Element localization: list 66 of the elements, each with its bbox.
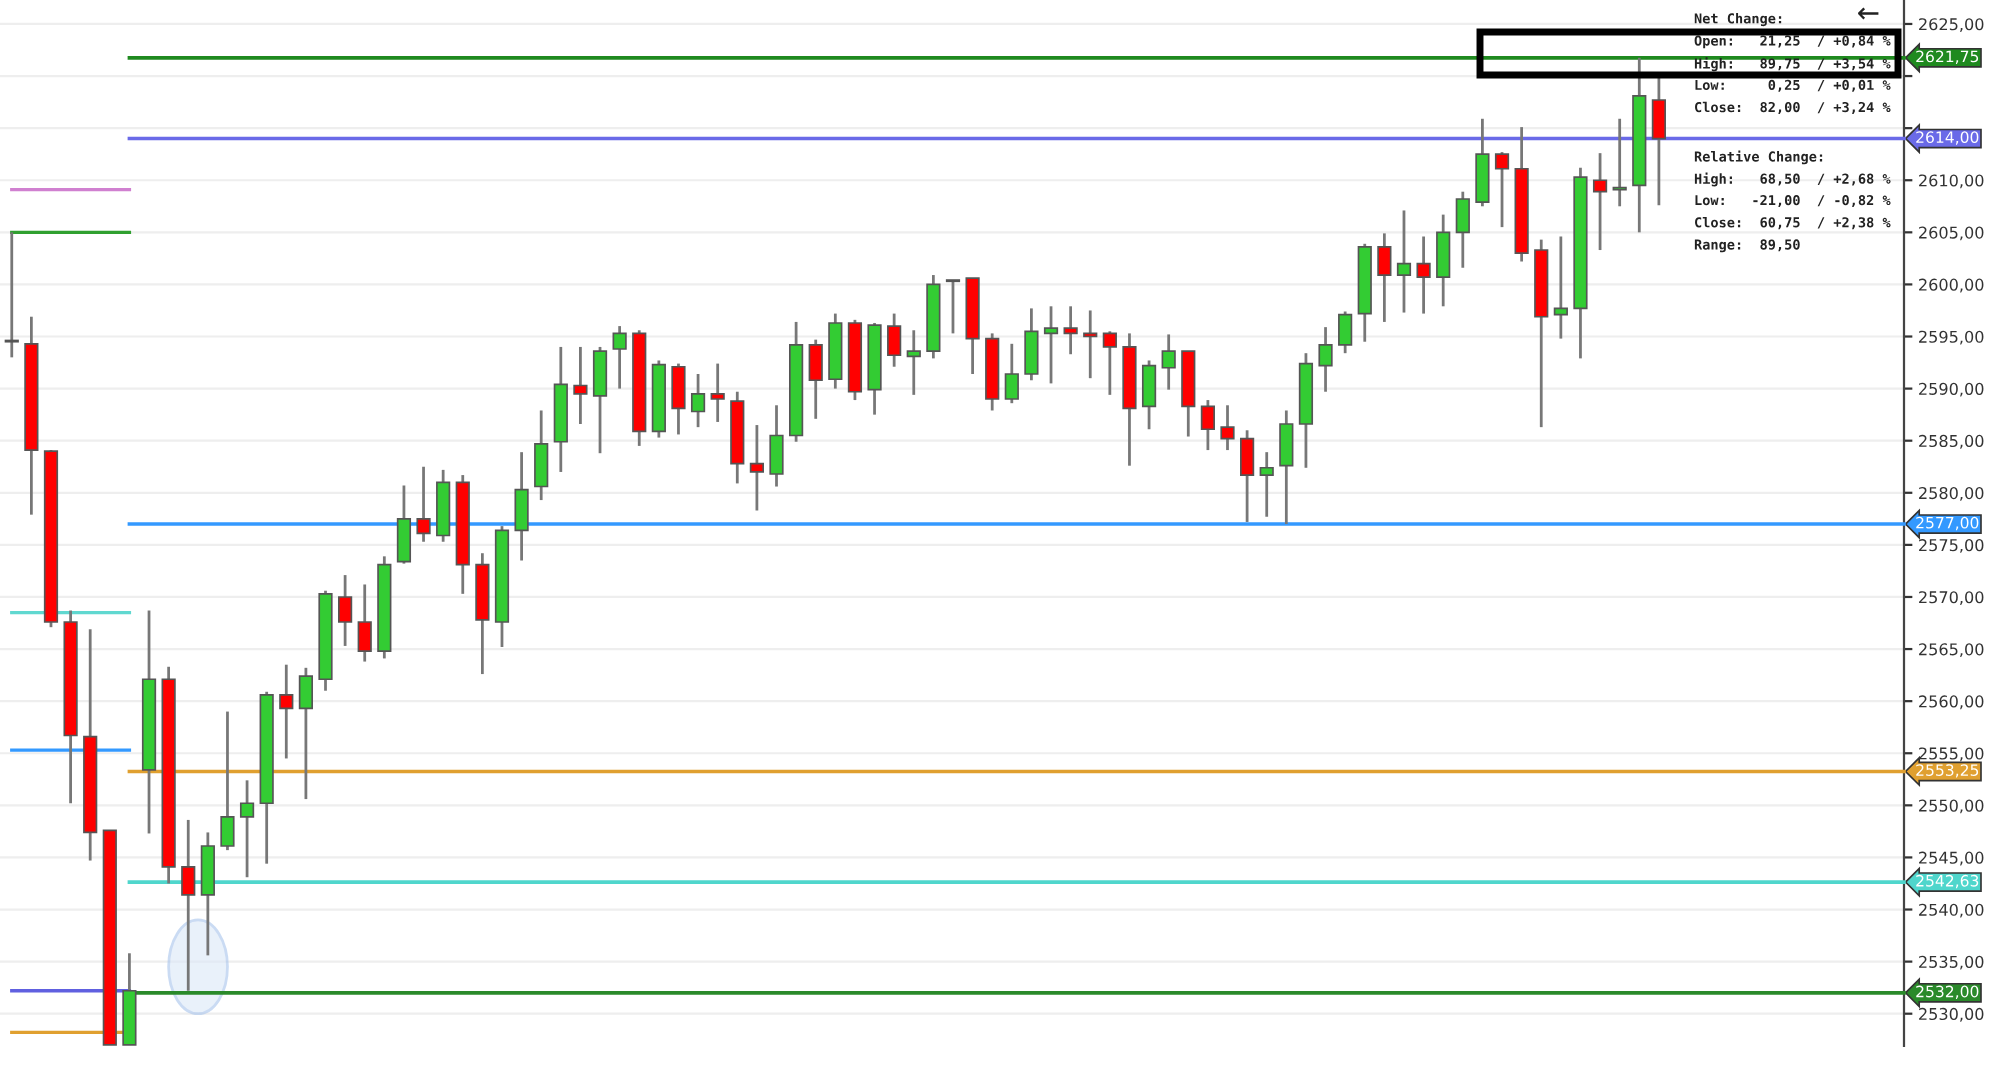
candlestick — [1592, 151, 1608, 252]
candlestick — [396, 484, 412, 566]
y-tick-label: 2545,00 — [1919, 851, 1984, 866]
candlestick — [710, 362, 725, 424]
candlestick — [416, 465, 431, 544]
candlestick — [1024, 306, 1039, 382]
candlestick — [808, 338, 823, 421]
candlestick — [1043, 304, 1059, 385]
candlestick — [279, 663, 294, 760]
y-tick-label: 2570,00 — [1919, 591, 1984, 605]
candlestick — [906, 328, 921, 397]
y-tick-label: 2555,00 — [1919, 747, 1984, 762]
y-tick-label: 2575,00 — [1919, 539, 1984, 553]
y-tick-label: 2535,00 — [1919, 955, 1984, 970]
candlestick — [1318, 325, 1333, 394]
candlestick — [239, 778, 255, 879]
candlestick — [514, 450, 529, 562]
y-tick-label: 2550,00 — [1919, 799, 1984, 814]
y-tick-label: 2590,00 — [1919, 382, 1984, 397]
candlestick — [1102, 329, 1117, 397]
candlestick — [769, 403, 784, 488]
candlestick — [1200, 398, 1216, 452]
annotation: ← — [1858, 7, 1879, 20]
candlestick — [1494, 150, 1510, 229]
y-tick-label: 2605,00 — [1919, 226, 1984, 241]
candlestick — [749, 423, 765, 512]
candlestick — [573, 345, 588, 426]
y-tick-label: 2585,00 — [1919, 434, 1984, 449]
candlestick — [1240, 428, 1255, 524]
candlestick — [612, 324, 627, 390]
candlestick — [220, 710, 235, 852]
y-tick-label: 2565,00 — [1919, 643, 1984, 658]
candlestick — [4, 230, 19, 359]
candlestick — [592, 345, 608, 455]
y-tick-label: 2580,00 — [1919, 486, 1984, 501]
y-tick-label: 2530,00 — [1919, 1007, 1984, 1022]
candlestick — [357, 583, 372, 663]
candlestick — [1141, 359, 1157, 431]
y-tick-label: 2540,00 — [1919, 903, 1984, 918]
candlestick — [1475, 117, 1490, 208]
y-tick-label: 2610,00 — [1919, 174, 1984, 189]
candlestick — [1259, 450, 1274, 519]
candlestick — [338, 573, 353, 648]
candlestick — [534, 409, 549, 502]
candlestick — [945, 278, 961, 335]
candlestick — [1455, 190, 1470, 270]
candlestick — [1377, 231, 1392, 324]
candlestick — [671, 362, 686, 436]
candlestick — [181, 818, 196, 993]
candlestick — [1220, 403, 1235, 452]
y-tick-label: 2595,00 — [1919, 330, 1984, 345]
candlestick — [298, 666, 314, 801]
candlestick — [1651, 74, 1667, 207]
candlestick — [1436, 213, 1451, 308]
candlestick — [690, 372, 706, 429]
candlestick — [1161, 333, 1176, 392]
candlestick — [1396, 209, 1412, 314]
candlestick — [1416, 235, 1431, 315]
y-tick-label: 2560,00 — [1919, 695, 1984, 710]
candlestick — [887, 312, 902, 369]
y-tick-label: 2600,00 — [1919, 278, 1984, 293]
candlestick — [1279, 409, 1294, 526]
candlestick — [1063, 304, 1078, 356]
y-tick-label: 2625,00 — [1919, 18, 1984, 32]
candlestick — [1004, 342, 1019, 405]
candlestick — [1338, 310, 1353, 355]
